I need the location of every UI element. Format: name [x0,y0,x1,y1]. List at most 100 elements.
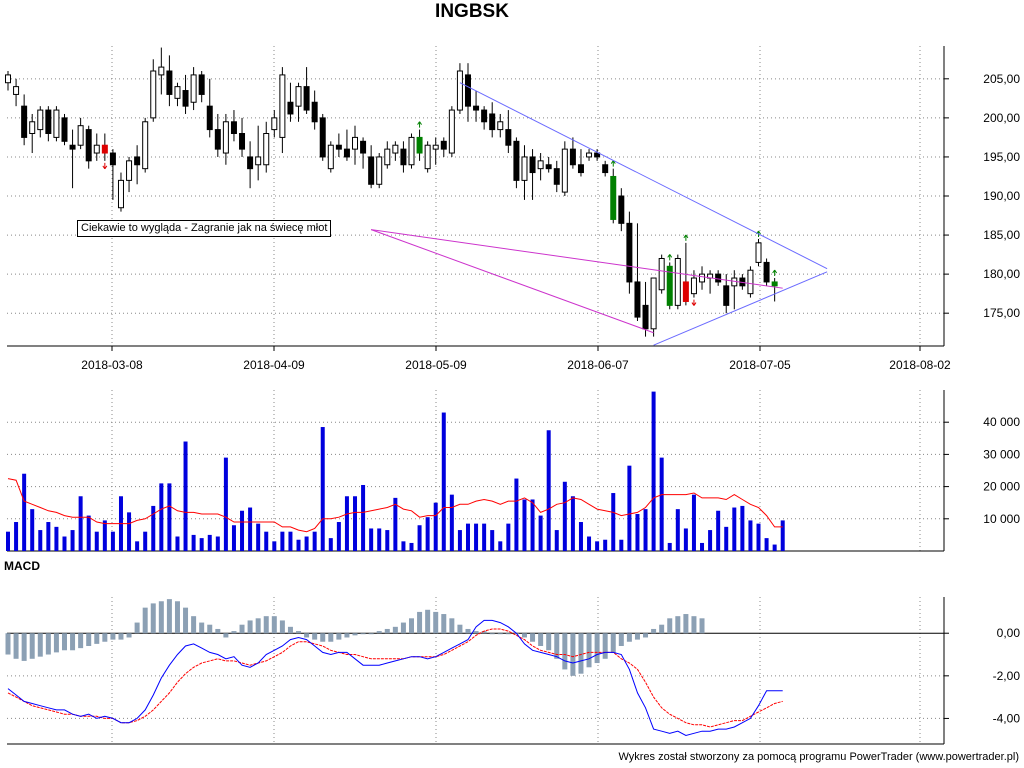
volume-bar [465,523,470,551]
candle [101,133,108,161]
macd-histogram-bar [118,633,124,640]
candle-body [416,136,423,154]
volume-bar [256,523,261,551]
trendline [653,271,828,346]
candle [505,110,512,154]
macd-histogram-bar [570,633,576,676]
y-tick-label: 195,00 [983,150,1020,164]
macd-histogram-bar [586,633,592,668]
candle-body [61,117,68,142]
volume-bar [38,530,43,551]
volume-bar [514,478,519,551]
candle [134,145,141,185]
macd-histogram-bar [110,633,116,640]
macd-histogram-bar [255,618,261,634]
candle-body [529,156,536,174]
macd-histogram-bar [449,618,455,634]
candle [247,141,254,189]
candle-body [255,156,262,166]
macd-histogram-bar [336,633,342,640]
candle-body [481,109,488,123]
volume-bar [102,520,107,551]
footer-credit: Wykres został stworzony za pomocą progra… [618,751,1019,763]
candle [416,129,423,161]
x-tick-label: 2018-07-05 [729,358,791,372]
candle [222,113,229,165]
macd-histogram-bar [667,618,673,634]
macd-histogram-bar [166,599,172,634]
candle [198,71,205,103]
macd-histogram-bar [271,616,277,634]
candle [521,145,528,200]
candle-body [21,105,28,138]
candle-body [295,86,302,107]
macd-histogram-bar [409,618,414,634]
volume-bar [619,539,624,551]
volume-bar [554,530,559,551]
volume-bar [377,528,382,551]
volume-bar [449,494,454,551]
volume-bar [62,536,67,551]
candle [618,188,625,232]
volume-bar [441,412,446,551]
volume-bar [353,496,358,551]
volume-bar [264,531,269,551]
volume-bar [724,526,729,551]
candle-body [723,285,730,306]
volume-bar [675,509,680,551]
volume-bar [30,509,35,551]
y-tick-label: 20 000 [983,480,1020,494]
macd-histogram-bar [13,633,19,659]
candle-body [303,86,310,111]
candle-body [190,74,197,103]
volume-bar [700,542,705,551]
candle [602,160,609,177]
candle-body [360,140,367,154]
candle-body [392,144,399,154]
candle-body [352,136,359,150]
candle [311,90,318,130]
volume-bar [691,494,696,551]
volume-bar [22,473,27,551]
macd-histogram-bar [263,616,269,634]
macd-histogram-bar [368,633,374,635]
volume-bar [643,509,648,551]
y-tick-label: 0,00 [997,626,1021,640]
volume-bar [498,541,503,551]
candle [513,137,520,189]
volume-bar [344,496,349,551]
candle [424,141,431,173]
volume-bar [530,499,535,551]
macd-histogram-bar [78,633,84,649]
candle [473,90,480,122]
macd-histogram-bar [538,633,544,646]
macd-histogram-bar [602,633,608,659]
macd-histogram-bar [384,628,390,634]
candle-body [134,156,141,166]
volume-bar [54,526,59,551]
volume-bar [393,497,398,551]
volume-bar [506,523,511,551]
macd-histogram-bar [618,633,624,646]
candle-body [456,70,463,111]
candle-body [561,148,568,193]
candle [319,113,326,161]
candle-body [247,156,254,170]
volume-bar [14,522,19,551]
candle [13,78,20,107]
volume-bar [272,541,277,551]
macd-histogram-bar [150,603,156,634]
volume-bar [611,493,616,551]
y-tick-label: -4,00 [993,711,1021,725]
candle [279,67,286,154]
volume-bar [199,538,204,551]
candle-body [400,148,407,166]
candle-body [376,156,383,185]
candle [432,137,439,165]
candle [166,55,173,107]
volume-bar [578,522,583,551]
candle [255,125,262,181]
signal-arrow-up [772,269,778,277]
candle [190,67,197,111]
candle [61,113,68,146]
